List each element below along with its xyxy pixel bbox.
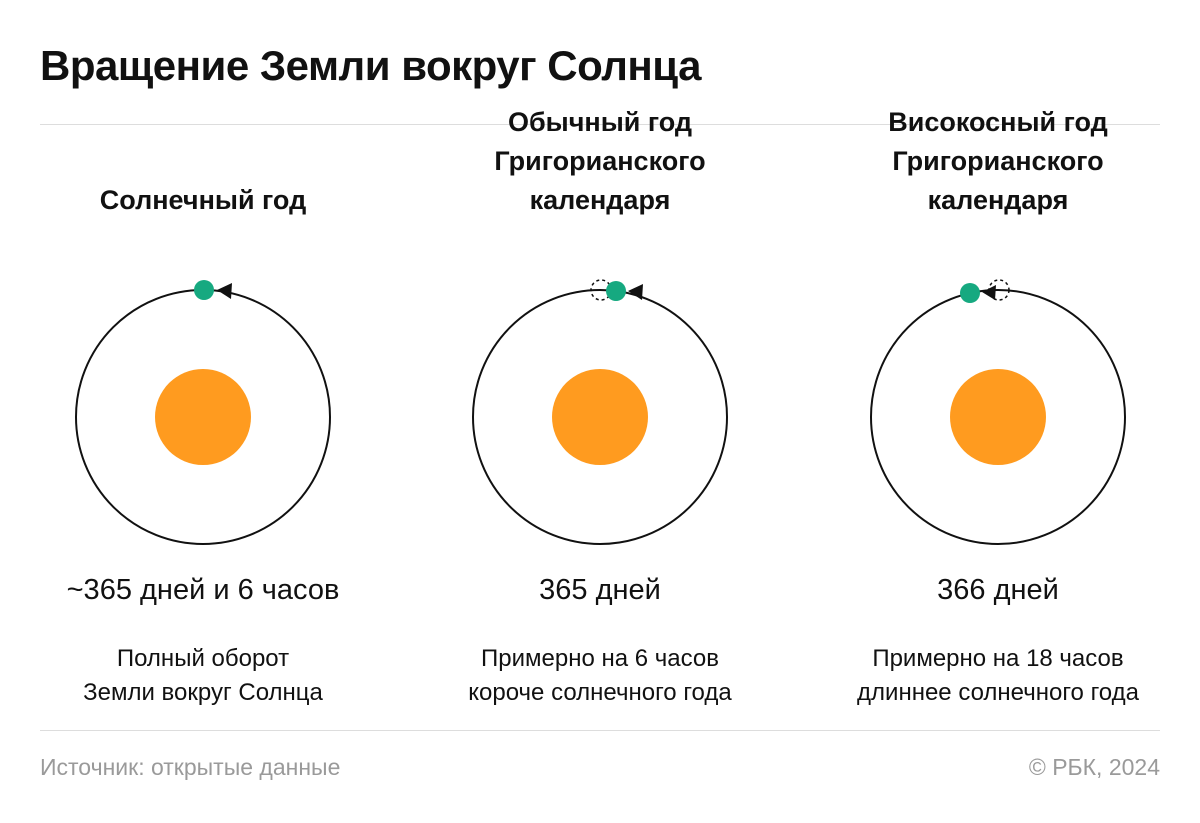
earth-icon [606, 281, 626, 301]
top-divider [40, 124, 1160, 125]
orbit-arrow-icon [982, 285, 996, 300]
description-line: короче солнечного года [468, 679, 732, 706]
orbit-arrow-icon [217, 283, 232, 299]
column-description: Полный оборот Земли вокруг Солнца [3, 642, 403, 710]
earth-icon [960, 283, 980, 303]
orbit-path [870, 289, 1126, 545]
description-line: Примерно на 18 часов [872, 645, 1124, 672]
description-line: Полный оборот [116, 645, 290, 672]
column-description: Примерно на 18 часов длиннее солнечного … [798, 642, 1198, 710]
earth-icon [194, 280, 214, 300]
column-description: Примерно на 6 часов короче солнечного го… [400, 642, 800, 710]
days-value: 365 дней [539, 574, 661, 606]
orbit-diagram [472, 279, 728, 545]
source-note: Источник: открытые данные [40, 754, 341, 780]
orbit-diagram [75, 280, 331, 545]
orbit-arrow-icon [628, 284, 643, 300]
column-heading: Високосный год Григорианского календаря [798, 103, 1198, 220]
page-title: Вращение Земли вокруг Солнца [40, 42, 701, 89]
heading-line: календаря [529, 185, 671, 215]
bottom-divider [40, 730, 1160, 731]
copyright-note: © РБК, 2024 [1028, 754, 1160, 780]
heading-line: Григорианского [892, 146, 1104, 176]
orbit-diagram [870, 279, 1126, 545]
sun-icon [552, 369, 648, 465]
heading-line: календаря [927, 185, 1069, 215]
column-common-year: Обычный год Григорианского календаря 365… [400, 107, 800, 720]
orbit-path [472, 289, 728, 545]
days-value: 366 дней [937, 574, 1059, 606]
days-value: ~365 дней и 6 часов [66, 574, 340, 606]
sun-icon [950, 369, 1046, 465]
heading-line: Солнечный год [99, 185, 307, 215]
sun-icon [155, 369, 251, 465]
heading-line: Обычный год [507, 107, 693, 137]
column-heading: Обычный год Григорианского календаря [400, 103, 800, 220]
description-line: Земли вокруг Солнца [83, 679, 323, 706]
heading-line: Високосный год [888, 107, 1108, 137]
description-line: длиннее солнечного года [857, 679, 1139, 706]
column-heading: Солнечный год [3, 181, 403, 220]
description-line: Примерно на 6 часов [481, 645, 719, 672]
column-solar-year: Солнечный год ~365 дней и 6 часов Полный… [3, 140, 403, 720]
heading-line: Григорианского [494, 146, 706, 176]
column-leap-year: Високосный год Григорианского календаря … [798, 107, 1198, 720]
